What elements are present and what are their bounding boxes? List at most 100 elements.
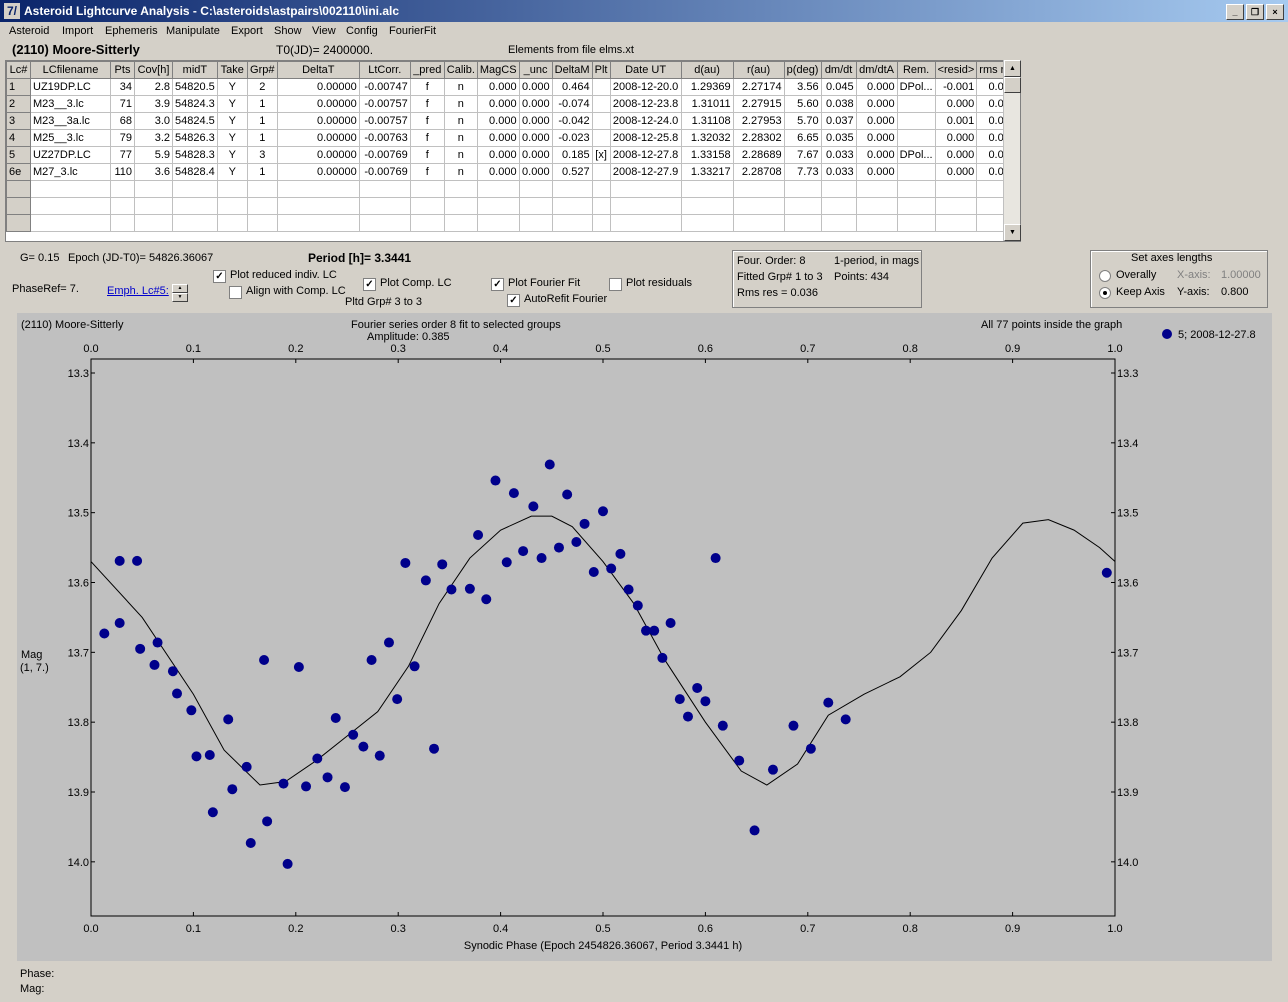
- table-cell[interactable]: 0.000: [934, 129, 978, 147]
- table-cell[interactable]: 0.000: [855, 146, 898, 164]
- table-cell[interactable]: 2008-12-27.9: [609, 163, 682, 181]
- table-cell[interactable]: [30, 197, 111, 215]
- table-row[interactable]: 2 M23__3.lc 71 3.9 54824.3 Y 1 0.00000 -0.00757 f…: [6, 95, 1019, 113]
- table-cell[interactable]: 5.70: [783, 112, 822, 130]
- table-cell[interactable]: [518, 214, 553, 232]
- table-cell[interactable]: [896, 95, 936, 113]
- column-header[interactable]: MagCS: [476, 61, 520, 79]
- row-header[interactable]: [6, 180, 31, 198]
- table-cell[interactable]: [591, 112, 611, 130]
- table-cell[interactable]: [276, 180, 360, 198]
- table-cell[interactable]: 3.2: [134, 129, 173, 147]
- table-cell[interactable]: [30, 180, 111, 198]
- table-cell[interactable]: [110, 197, 135, 215]
- table-cell[interactable]: 0.001: [934, 112, 978, 130]
- table-cell[interactable]: 2.27953: [732, 112, 785, 130]
- table-cell[interactable]: 2: [246, 78, 278, 96]
- column-header[interactable]: p(deg): [783, 61, 822, 79]
- table-cell[interactable]: [783, 180, 822, 198]
- table-cell[interactable]: [591, 197, 611, 215]
- table-cell[interactable]: Y: [216, 146, 248, 164]
- menu-show[interactable]: Show: [274, 25, 302, 37]
- table-cell[interactable]: [216, 180, 248, 198]
- table-cell[interactable]: 1.33217: [680, 163, 734, 181]
- column-header[interactable]: Plt: [591, 61, 611, 79]
- table-cell[interactable]: [551, 180, 593, 198]
- table-cell[interactable]: 0.000: [518, 78, 553, 96]
- table-cell[interactable]: 0.033: [820, 163, 857, 181]
- table-cell[interactable]: [591, 163, 611, 181]
- table-cell[interactable]: 2.27915: [732, 95, 785, 113]
- table-cell[interactable]: [820, 214, 857, 232]
- table-row[interactable]: 6e M27_3.lc 110 3.6 54828.4 Y 1 0.00000 -0.00769…: [6, 163, 1019, 181]
- table-cell[interactable]: [732, 197, 785, 215]
- table-cell[interactable]: [358, 180, 411, 198]
- table-cell[interactable]: [172, 214, 218, 232]
- table-cell[interactable]: [443, 197, 478, 215]
- menu-export[interactable]: Export: [231, 25, 263, 37]
- table-cell[interactable]: [134, 214, 173, 232]
- column-header[interactable]: _pred: [409, 61, 445, 79]
- table-cell[interactable]: [216, 214, 248, 232]
- row-header[interactable]: 1: [6, 78, 31, 96]
- table-cell[interactable]: [110, 180, 135, 198]
- table-cell[interactable]: [443, 214, 478, 232]
- table-cell[interactable]: [518, 197, 553, 215]
- table-row[interactable]: 1 UZ19DP.LC 34 2.8 54820.5 Y 2 0.00000 -0.00747 f…: [6, 78, 1019, 96]
- menu-manipulate[interactable]: Manipulate: [166, 25, 220, 37]
- table-cell[interactable]: [246, 214, 278, 232]
- table-cell[interactable]: f: [409, 95, 445, 113]
- column-header[interactable]: midT: [172, 61, 218, 79]
- plot-panel[interactable]: (2110) Moore-Sitterly Fourier series ord…: [17, 313, 1272, 961]
- table-cell[interactable]: 0.037: [820, 112, 857, 130]
- table-cell[interactable]: 2.28689: [732, 146, 785, 164]
- table-cell[interactable]: DPol...: [896, 78, 936, 96]
- table-cell[interactable]: [896, 214, 936, 232]
- table-cell[interactable]: [896, 163, 936, 181]
- table-cell[interactable]: [476, 180, 520, 198]
- table-cell[interactable]: 54820.5: [172, 78, 218, 96]
- table-cell[interactable]: -0.074: [551, 95, 593, 113]
- table-cell[interactable]: 0.00000: [276, 146, 360, 164]
- column-header[interactable]: Calib.: [443, 61, 478, 79]
- table-cell[interactable]: -0.00769: [358, 163, 411, 181]
- table-cell[interactable]: [30, 214, 111, 232]
- table-cell[interactable]: [591, 214, 611, 232]
- y-axis-value[interactable]: 0.800: [1221, 286, 1249, 298]
- table-cell[interactable]: 0.000: [476, 112, 520, 130]
- table-cell[interactable]: [855, 214, 898, 232]
- table-cell[interactable]: 0.000: [855, 78, 898, 96]
- table-cell[interactable]: 0.045: [820, 78, 857, 96]
- table-cell[interactable]: [855, 197, 898, 215]
- table-cell[interactable]: 1.31011: [680, 95, 734, 113]
- table-cell[interactable]: [896, 129, 936, 147]
- table-cell[interactable]: [783, 197, 822, 215]
- table-cell[interactable]: 71: [110, 95, 135, 113]
- table-cell[interactable]: 0.000: [855, 95, 898, 113]
- table-cell[interactable]: 0.000: [518, 146, 553, 164]
- table-cell[interactable]: [134, 180, 173, 198]
- table-cell[interactable]: [591, 78, 611, 96]
- autorefit-checkbox[interactable]: ✓: [507, 294, 520, 307]
- table-cell[interactable]: 2.27174: [732, 78, 785, 96]
- table-cell[interactable]: UZ27DP.LC: [30, 146, 111, 164]
- menu-fourierfit[interactable]: FourierFit: [389, 25, 437, 37]
- row-header[interactable]: 6e: [6, 163, 31, 181]
- menu-asteroid[interactable]: Asteroid: [9, 25, 50, 37]
- table-cell[interactable]: f: [409, 129, 445, 147]
- table-cell[interactable]: 0.000: [934, 95, 978, 113]
- plot-reduced-checkbox[interactable]: ✓: [213, 270, 226, 283]
- emph-lc-link[interactable]: Emph. Lc#5:: [107, 285, 169, 297]
- table-cell[interactable]: -0.00763: [358, 129, 411, 147]
- table-cell[interactable]: 0.033: [820, 146, 857, 164]
- table-cell[interactable]: 79: [110, 129, 135, 147]
- table-cell[interactable]: 0.00000: [276, 78, 360, 96]
- table-cell[interactable]: n: [443, 95, 478, 113]
- table-cell[interactable]: M23__3a.lc: [30, 112, 111, 130]
- table-cell[interactable]: Y: [216, 95, 248, 113]
- table-cell[interactable]: 54828.4: [172, 163, 218, 181]
- table-cell[interactable]: [172, 197, 218, 215]
- table-cell[interactable]: n: [443, 78, 478, 96]
- table-cell[interactable]: f: [409, 78, 445, 96]
- align-checkbox[interactable]: [229, 286, 242, 299]
